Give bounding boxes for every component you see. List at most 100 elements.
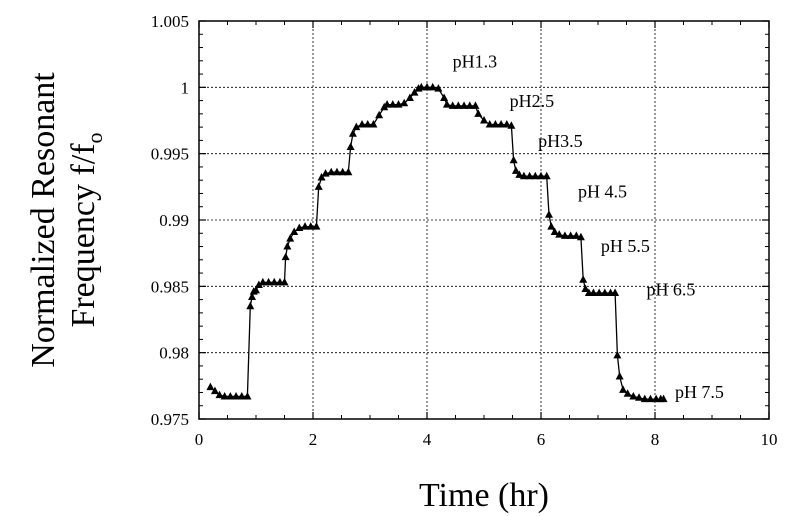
data-point [579, 275, 588, 283]
x-tick-label: 8 [651, 430, 660, 449]
y-axis-title-subscript: o [82, 132, 107, 143]
ph-label: pH 6.5 [646, 280, 695, 300]
data-point [480, 116, 488, 124]
data-point [507, 121, 516, 129]
data-point [306, 222, 315, 230]
data-point [547, 222, 556, 230]
data-point [312, 222, 321, 230]
data-point [237, 391, 246, 400]
data-point [544, 210, 553, 218]
data-point [659, 394, 668, 403]
data-point [560, 231, 569, 239]
data-point [619, 385, 628, 393]
data-point [454, 101, 463, 109]
data-point [317, 173, 326, 181]
data-point [369, 119, 378, 128]
data-point [405, 93, 414, 101]
svg-text:Frequency f/fo: Frequency f/fo [65, 132, 107, 327]
data-point [248, 292, 257, 300]
data-point [220, 391, 229, 400]
ph-label: pH3.5 [538, 131, 583, 151]
data-point [206, 382, 215, 391]
data-point [232, 391, 241, 400]
series-markers [206, 82, 668, 403]
data-point [314, 182, 323, 190]
data-point [497, 119, 506, 128]
y-tick-label: 1 [181, 78, 190, 97]
data-point [448, 101, 457, 109]
data-point [226, 391, 235, 400]
data-point [440, 93, 449, 101]
data-point [400, 98, 409, 107]
data-point [471, 101, 480, 109]
data-point [270, 277, 279, 286]
data-point [629, 391, 638, 400]
data-point [623, 389, 632, 397]
data-point [589, 288, 598, 296]
data-point [283, 242, 292, 250]
ph-label: pH1.3 [453, 51, 498, 71]
data-point [502, 119, 511, 128]
data-point [515, 170, 524, 178]
data-point [388, 100, 397, 108]
data-point [428, 82, 437, 91]
y-axis-title: Normalized Resonant [25, 72, 62, 368]
data-point [572, 231, 581, 239]
y-tick-label: 0.995 [151, 145, 189, 164]
data-point [344, 167, 353, 176]
data-point [640, 394, 649, 403]
data-point [525, 171, 534, 180]
data-point [555, 230, 564, 238]
data-point [465, 101, 474, 109]
data-point [581, 284, 590, 292]
data-point [491, 119, 500, 128]
y-axis-title-line2: Frequency f/f [65, 143, 102, 328]
ph-label: pH 7.5 [675, 382, 724, 402]
data-point [434, 84, 443, 92]
data-point [338, 167, 347, 176]
data-point [511, 166, 520, 174]
y-axis-title-2: Frequency f/fo [65, 132, 107, 327]
y-axis-title-line1: Normalized Resonant [25, 72, 62, 368]
data-point [264, 277, 273, 286]
data-point [417, 82, 426, 91]
data-point [286, 234, 295, 242]
data-point [280, 277, 289, 286]
tick-labels: 0 2 4 6 8 10 0.975 0.98 0.985 0.99 0.995 1 1.005 [151, 12, 778, 449]
x-axis-title: Time (hr) [419, 477, 549, 514]
data-point [210, 386, 219, 395]
data-point [423, 82, 431, 91]
data-point [281, 252, 290, 261]
data-point [246, 301, 255, 310]
data-point [537, 171, 545, 180]
data-point [358, 119, 367, 128]
y-tick-label: 0.98 [159, 344, 189, 363]
x-tick-label: 10 [761, 430, 778, 449]
data-point [290, 227, 299, 235]
x-tick-label: 4 [423, 430, 432, 449]
data-point [615, 372, 624, 380]
axis-ticks [198, 20, 770, 420]
data-point [442, 100, 451, 108]
data-point [576, 232, 585, 241]
x-tick-label: 0 [195, 430, 204, 449]
data-point [346, 142, 355, 151]
data-point [550, 227, 559, 235]
data-point [635, 393, 644, 401]
data-point [327, 167, 336, 176]
data-point [613, 350, 622, 359]
data-point [474, 109, 483, 117]
data-point [542, 171, 551, 180]
data-point [646, 394, 655, 403]
data-point [215, 390, 224, 399]
data-point [383, 100, 392, 108]
data-point [332, 167, 341, 176]
data-point [243, 391, 252, 400]
data-point [363, 119, 372, 128]
data-point [254, 280, 263, 289]
data-point [301, 222, 310, 230]
ph-label: pH 5.5 [601, 236, 650, 256]
x-tick-label: 6 [537, 430, 546, 449]
data-point [258, 277, 267, 286]
